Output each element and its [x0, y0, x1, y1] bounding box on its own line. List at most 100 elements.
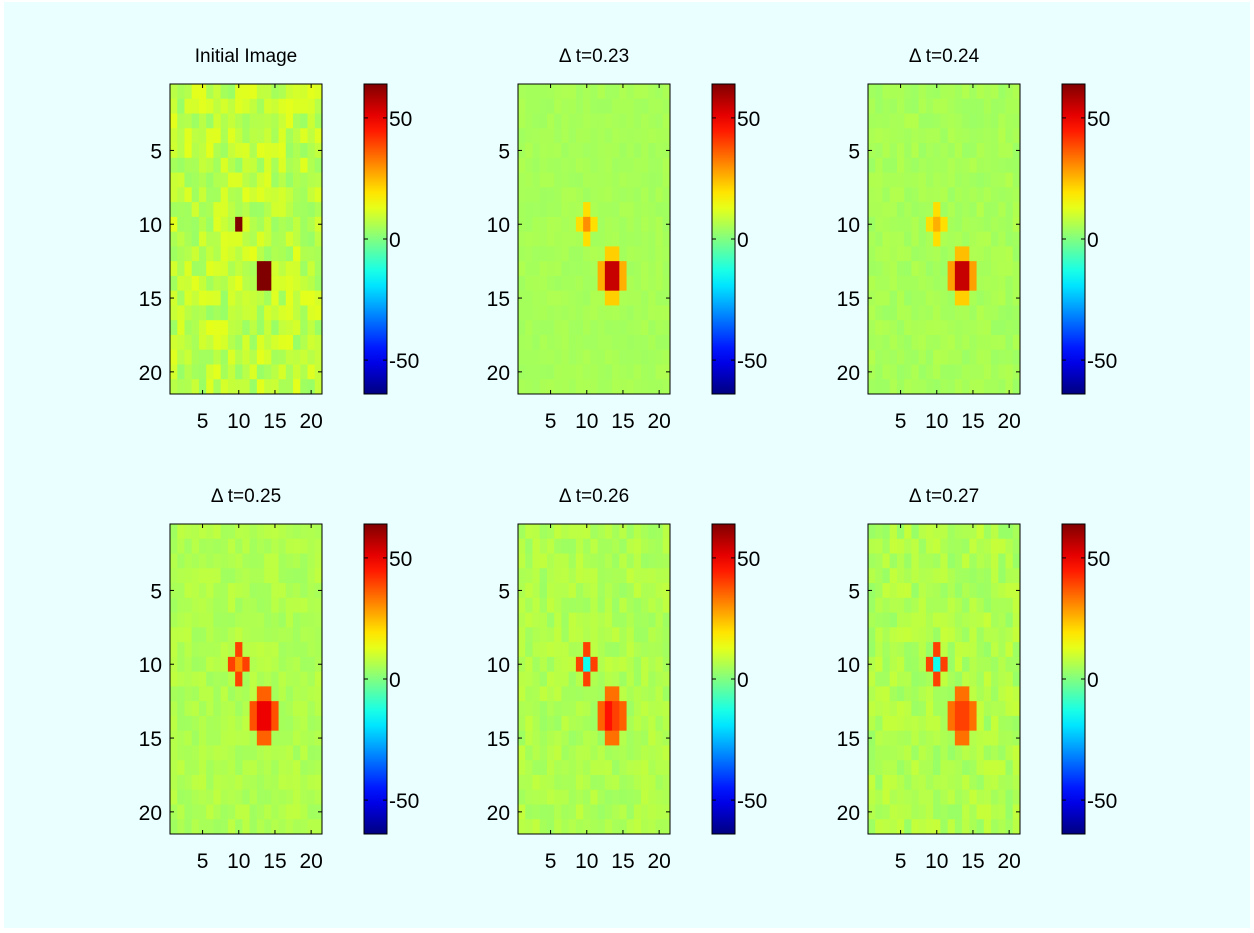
heatmap-cell — [976, 553, 985, 569]
heatmap-cell — [590, 804, 599, 820]
heatmap-cell — [976, 202, 985, 218]
heatmap-cell — [604, 128, 613, 144]
heatmap-cell — [539, 349, 548, 365]
heatmap-cell — [933, 202, 941, 218]
heatmap-cell — [575, 320, 584, 336]
heatmap-cell — [962, 275, 970, 292]
heatmap-cell — [641, 305, 649, 321]
heatmap-cell — [962, 172, 970, 188]
heatmap-cell — [969, 187, 978, 203]
heatmap-cell — [1012, 627, 1021, 643]
heatmap-cell — [925, 656, 934, 673]
heatmap-cell — [546, 216, 555, 233]
heatmap-cell — [235, 187, 243, 203]
heatmap-cell — [626, 231, 635, 247]
heatmap-cell — [904, 98, 912, 115]
heatmap-cell — [264, 334, 272, 351]
heatmap-cell — [300, 113, 309, 129]
heatmap-cell — [285, 157, 294, 174]
heatmap-cell — [227, 642, 236, 658]
heatmap-cell — [539, 143, 548, 159]
heatmap-cell — [583, 819, 591, 835]
heatmap-cell — [227, 715, 236, 732]
heatmap-cell — [177, 216, 185, 233]
heatmap-cell — [561, 143, 570, 159]
colorbar-tick-label: -50 — [737, 350, 767, 373]
heatmap-cell — [206, 656, 214, 673]
heatmap-cell — [648, 113, 657, 129]
heatmap-cell — [546, 261, 555, 277]
heatmap-cell — [947, 642, 956, 658]
heatmap-cell — [206, 143, 214, 159]
heatmap-cell — [918, 128, 927, 144]
heatmap-cell — [904, 157, 912, 174]
heatmap-cell — [590, 524, 599, 540]
heatmap-cell — [619, 379, 628, 395]
heatmap-cell — [976, 187, 985, 203]
heatmap-cell — [539, 553, 548, 569]
heatmap-cell — [170, 231, 178, 247]
heatmap-cell — [976, 612, 985, 628]
x-tick-label: 15 — [961, 410, 984, 433]
heatmap-cell — [1012, 172, 1021, 188]
x-tick-label: 15 — [263, 410, 286, 433]
heatmap-cell — [314, 686, 323, 702]
heatmap-cell — [633, 642, 642, 658]
heatmap-cell — [1005, 349, 1014, 365]
heatmap-cell — [641, 686, 649, 702]
heatmap-cell — [583, 612, 591, 628]
heatmap-cell — [293, 745, 301, 761]
heatmap-cell — [933, 113, 941, 129]
heatmap-cell — [307, 275, 316, 292]
heatmap-cell — [648, 334, 657, 351]
heatmap-cell — [575, 202, 584, 218]
heatmap-cell — [293, 760, 301, 776]
heatmap-cell — [191, 261, 200, 277]
heatmap-cell — [307, 290, 316, 306]
heatmap-cell — [170, 524, 178, 540]
heatmap-cell — [213, 364, 222, 380]
heatmap-cell — [947, 789, 956, 805]
heatmap-cell — [532, 538, 541, 555]
heatmap-cell — [882, 290, 891, 306]
heatmap-cell — [904, 538, 912, 555]
heatmap-cell — [626, 642, 635, 658]
heatmap-cell — [583, 379, 591, 395]
heatmap-cell — [532, 642, 541, 658]
heatmap-cell — [976, 246, 985, 262]
heatmap-cell — [998, 202, 1007, 218]
heatmap-cell — [198, 113, 207, 129]
heatmap-cell — [590, 789, 599, 805]
heatmap-cell — [626, 157, 635, 174]
heatmap-cell — [206, 231, 214, 247]
heatmap-cell — [991, 261, 999, 277]
heatmap-cell — [249, 804, 258, 820]
heatmap-cell — [546, 819, 555, 835]
heatmap-cell — [206, 730, 214, 746]
heatmap-cell — [293, 157, 301, 174]
heatmap-cell — [554, 745, 562, 761]
heatmap-cell — [532, 774, 541, 791]
heatmap-cell — [875, 320, 883, 336]
heatmap-cell — [633, 216, 642, 233]
heatmap-cell — [991, 671, 999, 687]
heatmap-cell — [962, 187, 970, 203]
heatmap-cell — [278, 290, 287, 306]
heatmap-cell — [206, 686, 214, 702]
heatmap-cell — [641, 538, 649, 555]
heatmap-cell — [918, 349, 927, 365]
heatmap-cell — [539, 730, 548, 746]
heatmap-cell — [983, 172, 992, 188]
heatmap-cell — [525, 231, 533, 247]
heatmap-cell — [947, 98, 956, 115]
heatmap-cell — [641, 320, 649, 336]
heatmap-cell — [170, 172, 178, 188]
heatmap-cell — [655, 597, 664, 614]
heatmap-cell — [925, 627, 934, 643]
heatmap-cell — [568, 202, 577, 218]
heatmap-cell — [633, 627, 642, 643]
heatmap-cell — [271, 804, 280, 820]
heatmap-cell — [242, 553, 251, 569]
heatmap-cell — [177, 701, 185, 717]
heatmap-cell — [256, 216, 265, 233]
